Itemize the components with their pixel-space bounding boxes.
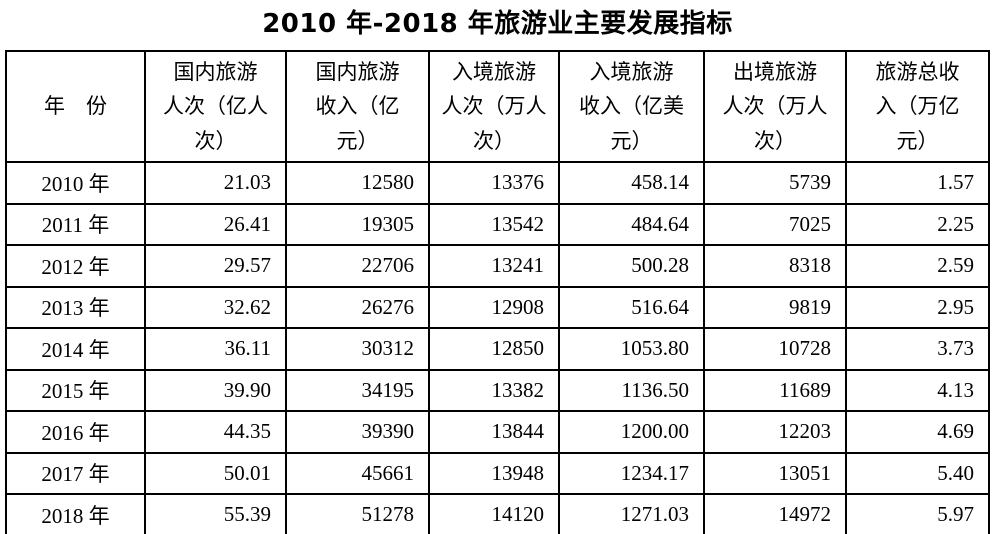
year-cell: 2015 年: [5, 368, 146, 412]
value-cell: 500.28: [558, 244, 705, 288]
value-cell: 1.57: [845, 161, 990, 205]
value-cell: 1053.80: [558, 327, 705, 371]
value-cell: 10728: [703, 327, 847, 371]
year-cell: 2014 年: [5, 327, 146, 371]
value-cell: 4.69: [845, 410, 990, 454]
header-outbound-trips: 出境旅游 人次（万人 次）: [703, 50, 847, 163]
value-cell: 2.59: [845, 244, 990, 288]
value-cell: 13382: [428, 368, 560, 412]
tourism-indicators-table: 年 份 国内旅游 人次（亿人 次） 国内旅游 收入（亿 元） 入境旅游 人次（万…: [5, 50, 990, 534]
value-cell: 11689: [703, 368, 847, 412]
value-cell: 13542: [428, 202, 560, 246]
year-cell: 2011 年: [5, 202, 146, 246]
header-row: 年 份 国内旅游 人次（亿人 次） 国内旅游 收入（亿 元） 入境旅游 人次（万…: [5, 50, 990, 163]
value-cell: 458.14: [558, 161, 705, 205]
value-cell: 50.01: [144, 451, 287, 495]
value-cell: 12850: [428, 327, 560, 371]
value-cell: 516.64: [558, 285, 705, 329]
value-cell: 13376: [428, 161, 560, 205]
value-cell: 13948: [428, 451, 560, 495]
value-cell: 1271.03: [558, 493, 705, 534]
value-cell: 1136.50: [558, 368, 705, 412]
value-cell: 8318: [703, 244, 847, 288]
table-row-2012: 2012 年 29.57 22706 13241 500.28 8318 2.5…: [5, 244, 990, 288]
year-cell: 2016 年: [5, 410, 146, 454]
table-title: 2010 年-2018 年旅游业主要发展指标: [262, 9, 733, 39]
value-cell: 7025: [703, 202, 847, 246]
value-cell: 484.64: [558, 202, 705, 246]
value-cell: 5.97: [845, 493, 990, 534]
table-row-2014: 2014 年 36.11 30312 12850 1053.80 10728 3…: [5, 327, 990, 371]
value-cell: 9819: [703, 285, 847, 329]
value-cell: 30312: [285, 327, 430, 371]
table-row-2010: 2010 年 21.03 12580 13376 458.14 5739 1.5…: [5, 161, 990, 205]
value-cell: 13051: [703, 451, 847, 495]
table-row-2013: 2013 年 32.62 26276 12908 516.64 9819 2.9…: [5, 285, 990, 329]
value-cell: 2.25: [845, 202, 990, 246]
table-row-2011: 2011 年 26.41 19305 13542 484.64 7025 2.2…: [5, 202, 990, 246]
value-cell: 19305: [285, 202, 430, 246]
value-cell: 44.35: [144, 410, 287, 454]
value-cell: 39.90: [144, 368, 287, 412]
value-cell: 13844: [428, 410, 560, 454]
header-inbound-trips: 入境旅游 人次（万人 次）: [428, 50, 560, 163]
value-cell: 3.73: [845, 327, 990, 371]
header-year: 年 份: [5, 50, 146, 163]
year-cell: 2013 年: [5, 285, 146, 329]
year-cell: 2010 年: [5, 161, 146, 205]
table-row-2015: 2015 年 39.90 34195 13382 1136.50 11689 4…: [5, 368, 990, 412]
value-cell: 5739: [703, 161, 847, 205]
value-cell: 12203: [703, 410, 847, 454]
table-row-2016: 2016 年 44.35 39390 13844 1200.00 12203 4…: [5, 410, 990, 454]
header-total-revenue: 旅游总收 入（万亿 元）: [845, 50, 990, 163]
value-cell: 1234.17: [558, 451, 705, 495]
value-cell: 34195: [285, 368, 430, 412]
value-cell: 1200.00: [558, 410, 705, 454]
value-cell: 32.62: [144, 285, 287, 329]
value-cell: 55.39: [144, 493, 287, 534]
header-domestic-revenue: 国内旅游 收入（亿 元）: [285, 50, 430, 163]
value-cell: 45661: [285, 451, 430, 495]
value-cell: 5.40: [845, 451, 990, 495]
header-domestic-trips: 国内旅游 人次（亿人 次）: [144, 50, 287, 163]
value-cell: 22706: [285, 244, 430, 288]
value-cell: 39390: [285, 410, 430, 454]
year-cell: 2012 年: [5, 244, 146, 288]
value-cell: 51278: [285, 493, 430, 534]
year-cell: 2017 年: [5, 451, 146, 495]
year-cell: 2018 年: [5, 493, 146, 534]
value-cell: 12908: [428, 285, 560, 329]
value-cell: 2.95: [845, 285, 990, 329]
value-cell: 14972: [703, 493, 847, 534]
value-cell: 29.57: [144, 244, 287, 288]
header-inbound-revenue: 入境旅游 收入（亿美 元）: [558, 50, 705, 163]
table-row-2018: 2018 年 55.39 51278 14120 1271.03 14972 5…: [5, 493, 990, 534]
value-cell: 12580: [285, 161, 430, 205]
value-cell: 13241: [428, 244, 560, 288]
value-cell: 26276: [285, 285, 430, 329]
table-row-2017: 2017 年 50.01 45661 13948 1234.17 13051 5…: [5, 451, 990, 495]
value-cell: 26.41: [144, 202, 287, 246]
value-cell: 4.13: [845, 368, 990, 412]
value-cell: 36.11: [144, 327, 287, 371]
value-cell: 14120: [428, 493, 560, 534]
value-cell: 21.03: [144, 161, 287, 205]
